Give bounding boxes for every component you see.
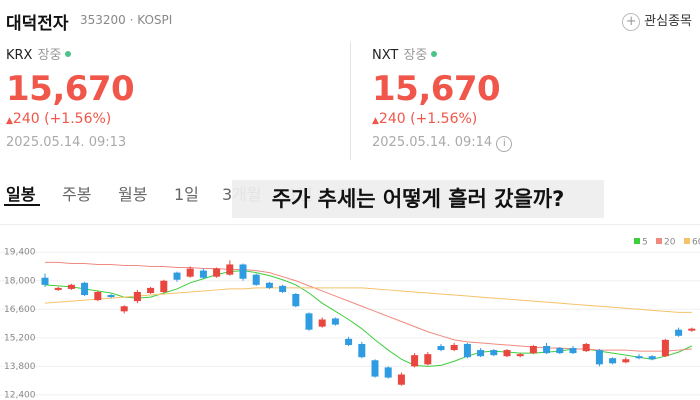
- candle-body: [371, 360, 379, 377]
- change-pct: (+1.56%): [44, 111, 112, 127]
- candle-body: [318, 319, 326, 327]
- legend-label: 20: [664, 238, 676, 248]
- y-tick-label: 16,600: [4, 305, 36, 315]
- tab[interactable]: 일봉: [6, 185, 36, 204]
- candle-body: [213, 268, 221, 277]
- candle-body: [160, 280, 168, 292]
- tab-underline: [4, 204, 40, 206]
- time: 2025.05.14. 09:14 i: [372, 135, 513, 152]
- candle-body: [107, 295, 115, 298]
- candle-body: [609, 358, 617, 364]
- change-pct: (+1.56%): [410, 111, 478, 127]
- nxt-quote: NXT 장중 15,670 ▲240 (+1.56%) 2025.05.14. …: [372, 44, 513, 152]
- y-tick-label: 15,200: [4, 333, 36, 343]
- watch-button[interactable]: + 관심종목: [622, 10, 692, 31]
- candle-body: [397, 374, 405, 385]
- candle-body: [463, 343, 471, 358]
- legend-label: 5: [642, 238, 648, 248]
- candle-body: [305, 313, 313, 330]
- y-tick-label: 18,000: [4, 276, 36, 286]
- market: KRX: [6, 48, 33, 63]
- candle-body: [67, 284, 75, 289]
- candle-body: [490, 350, 498, 356]
- stock-name: 대덕전자: [6, 14, 69, 34]
- candle-body: [595, 350, 603, 365]
- moving-average: [44, 270, 693, 367]
- live-dot: [431, 51, 438, 57]
- candle-body: [688, 328, 696, 331]
- candle-body: [94, 291, 102, 301]
- candle-body: [252, 274, 260, 285]
- y-tick-label: 13,800: [4, 362, 36, 372]
- candle-body: [120, 306, 128, 312]
- time: 2025.05.14. 09:13: [6, 135, 127, 150]
- legend-swatch: [656, 238, 662, 244]
- status: 장중: [403, 48, 428, 63]
- candle-body: [516, 354, 524, 357]
- candle-body: [331, 318, 339, 325]
- candle-body: [529, 345, 537, 354]
- candle-body: [147, 287, 155, 293]
- candle-body: [648, 356, 656, 360]
- caption-overlay: 주가 추세는 어떻게 흘러 갔을까?: [232, 180, 604, 218]
- separator: [0, 224, 700, 225]
- price: 15,670: [6, 69, 135, 109]
- candle-body: [81, 282, 89, 296]
- candle-body: [199, 270, 207, 278]
- candle-body: [358, 343, 366, 358]
- candle-body: [622, 359, 630, 363]
- candle-body: [543, 345, 551, 354]
- tab[interactable]: 주봉: [62, 185, 92, 204]
- candle-body: [556, 348, 564, 354]
- candle-body: [661, 339, 669, 357]
- candle-body: [54, 287, 62, 290]
- candle-body: [582, 343, 590, 352]
- candle-body: [292, 294, 300, 307]
- candle-body: [279, 285, 287, 292]
- change-value: 240: [12, 111, 40, 127]
- candle-body: [675, 329, 683, 336]
- candle-body: [450, 344, 458, 351]
- candle-body: [173, 272, 181, 280]
- stock-code: 353200 · KOSPI: [80, 13, 173, 27]
- moving-average: [44, 287, 692, 313]
- market: NXT: [372, 48, 399, 63]
- live-dot: [65, 51, 72, 57]
- candle-body: [133, 291, 141, 302]
- candle-body: [226, 264, 234, 275]
- y-tick-label: 19,400: [4, 248, 36, 258]
- candle-body: [41, 277, 49, 285]
- watch-label[interactable]: 관심종목: [644, 14, 692, 29]
- candle-body: [345, 338, 353, 345]
- legend-swatch: [634, 238, 640, 244]
- change: ▲240 (+1.56%): [372, 111, 478, 127]
- candle-body: [239, 264, 247, 279]
- candle-body: [477, 350, 485, 357]
- candle-body: [569, 348, 577, 354]
- change-value: 240: [378, 111, 406, 127]
- y-tick-label: 12,400: [4, 390, 36, 400]
- candle-body: [635, 356, 643, 359]
- candle-body: [384, 367, 392, 378]
- price: 15,670: [372, 69, 501, 109]
- krx-quote: KRX 장중 15,670 ▲240 (+1.56%) 2025.05.14. …: [6, 44, 135, 150]
- legend-label: 60: [692, 238, 700, 248]
- tab[interactable]: 월봉: [118, 185, 148, 204]
- candle-body: [503, 350, 511, 357]
- tab[interactable]: 1일: [174, 185, 199, 204]
- divider: [350, 42, 351, 160]
- time-text: 2025.05.14. 09:14: [372, 135, 493, 150]
- candle-body: [437, 345, 445, 351]
- candle-body: [186, 268, 194, 277]
- legend-swatch: [684, 238, 690, 244]
- candle-body: [424, 354, 432, 365]
- candle-body: [265, 282, 273, 288]
- change: ▲240 (+1.56%): [6, 111, 112, 127]
- status: 장중: [37, 48, 62, 63]
- candle-body: [411, 355, 419, 367]
